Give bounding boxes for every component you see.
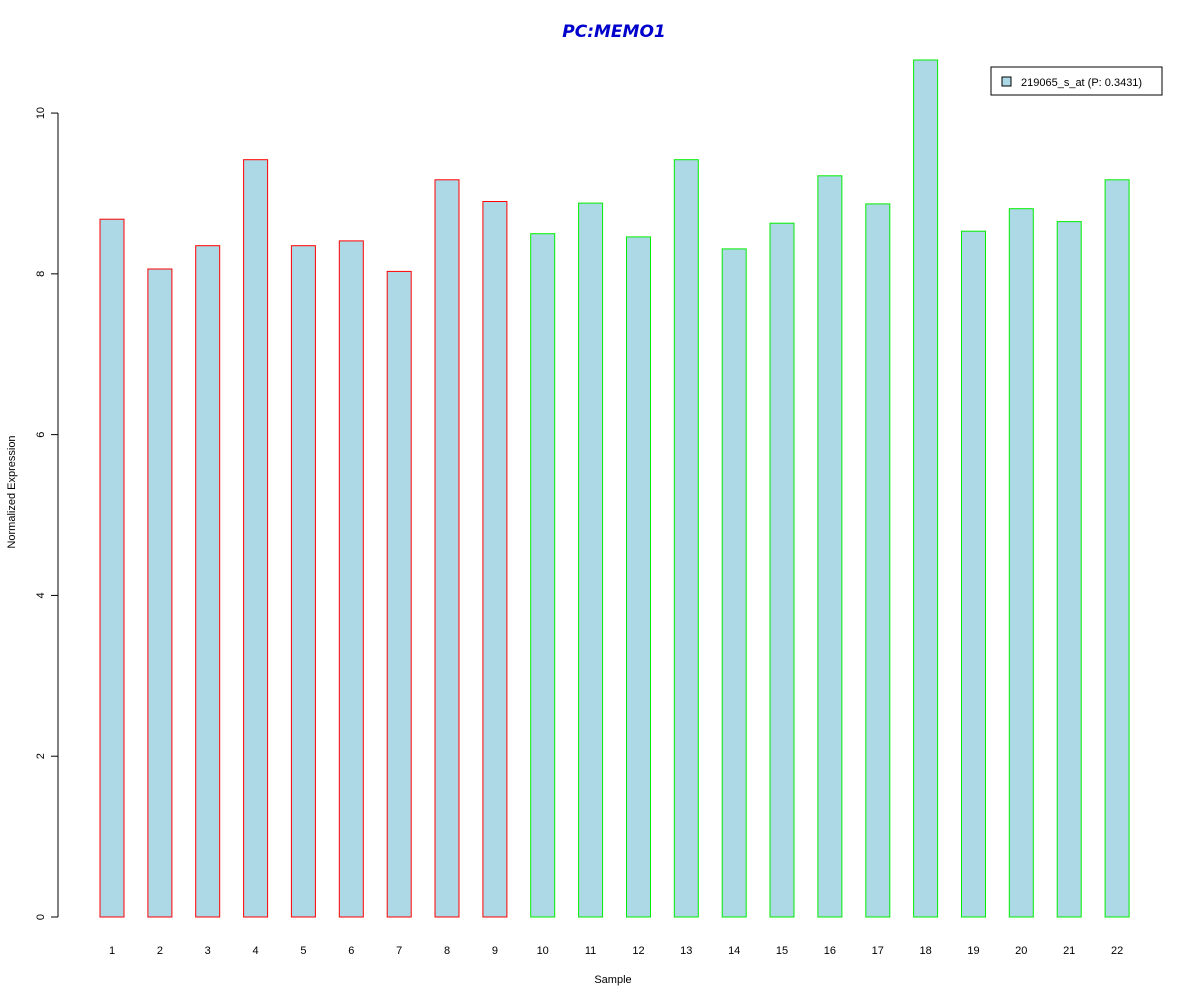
x-tick-label: 22: [1111, 945, 1123, 957]
x-tick-label: 15: [776, 945, 788, 957]
x-axis-title: Sample: [594, 974, 631, 986]
x-tick-label: 21: [1063, 945, 1075, 957]
bar-11: [578, 202, 604, 918]
x-tick-label: 2: [157, 945, 163, 957]
bar-17: [865, 203, 891, 918]
bar-9: [482, 201, 508, 918]
x-tick-label: 10: [537, 945, 549, 957]
y-tick-label: 8: [35, 271, 47, 277]
x-tick-label: 11: [585, 945, 596, 957]
bar-5: [290, 245, 316, 918]
x-tick-labels: 1 2 3 4 5 6 7 8 9 10 11 12 13 14 15 16 17 18 19 20 21 22: [109, 945, 1123, 957]
bar-2: [147, 268, 173, 918]
bar-15: [769, 222, 795, 918]
x-tick-label: 12: [632, 945, 644, 957]
x-tick-label: 13: [680, 945, 692, 957]
bar-18: [913, 59, 939, 918]
y-tick-label: 2: [35, 753, 47, 759]
y-tick-label: 10: [35, 107, 47, 119]
bar-6: [338, 240, 364, 918]
bar-12: [626, 236, 651, 918]
x-tick-label: 4: [253, 945, 259, 957]
x-tick-label: 7: [396, 945, 402, 957]
y-tick-label: 0: [35, 914, 47, 920]
x-tick-label: 16: [824, 945, 836, 957]
y-axis-title: Normalized Expression: [6, 435, 18, 548]
y-axis: 0 2 4 6 8 10: [35, 107, 59, 920]
legend-label: 219065_s_at (P: 0.3431): [1021, 77, 1142, 89]
x-tick-label: 9: [492, 945, 498, 957]
bar-19: [961, 230, 986, 918]
y-tick-label: 6: [35, 432, 47, 438]
y-tick-label: 4: [35, 592, 47, 598]
bar-10: [530, 233, 556, 918]
x-tick-label: 8: [444, 945, 450, 957]
legend-box: [990, 66, 1163, 96]
x-tick-label: 5: [300, 945, 306, 957]
x-tick-label: 18: [919, 945, 931, 957]
legend: 219065_s_at (P: 0.3431): [990, 66, 1163, 96]
bar-16: [817, 175, 843, 918]
bar-21: [1056, 221, 1082, 918]
bar-22: [1104, 179, 1130, 918]
x-tick-label: 3: [205, 945, 211, 957]
bar-13: [673, 159, 699, 918]
x-tick-label: 19: [967, 945, 979, 957]
bar-4: [243, 159, 269, 918]
chart-title: PC:MEMO1: [562, 22, 665, 42]
bar-1: [99, 218, 125, 918]
x-tick-label: 1: [109, 945, 115, 957]
bar-3: [195, 245, 221, 918]
bar-20: [1008, 208, 1034, 918]
x-tick-label: 6: [348, 945, 354, 957]
legend-swatch: [1001, 76, 1012, 87]
x-tick-label: 17: [872, 945, 884, 957]
x-tick-label: 20: [1015, 945, 1027, 957]
bars: [99, 59, 1130, 918]
bar-8: [434, 179, 460, 918]
bar-14: [721, 248, 747, 918]
bar-7: [386, 270, 412, 918]
x-tick-label: 14: [728, 945, 740, 957]
